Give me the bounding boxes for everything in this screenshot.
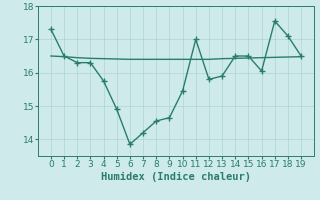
X-axis label: Humidex (Indice chaleur): Humidex (Indice chaleur) [101, 172, 251, 182]
